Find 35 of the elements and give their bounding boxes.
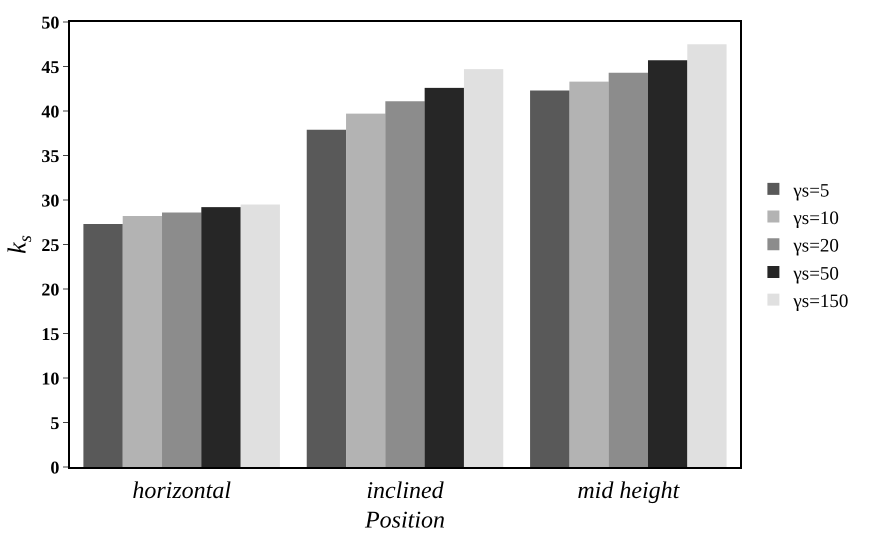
bar (201, 207, 241, 467)
y-tick-label: 15 (41, 324, 60, 344)
y-tick-label: 50 (41, 12, 60, 32)
legend-label: γs=150 (792, 291, 848, 312)
legend-label: γs=20 (792, 236, 839, 257)
bar (162, 212, 202, 467)
bar (83, 224, 123, 467)
bar (569, 82, 609, 467)
bar (687, 44, 727, 467)
bar (424, 88, 464, 467)
bar (530, 90, 570, 467)
y-tick-label: 35 (41, 146, 60, 166)
x-axis-title: Position (364, 508, 446, 534)
bar (464, 69, 504, 467)
y-tick-label: 25 (41, 234, 60, 255)
bar (608, 72, 648, 467)
bar (346, 114, 386, 467)
y-tick-label: 30 (41, 190, 60, 210)
legend-label: γs=10 (792, 208, 839, 229)
bar (240, 204, 280, 467)
bar (122, 216, 162, 467)
bar (648, 60, 688, 467)
legend-label: γs=50 (792, 263, 839, 284)
y-tick-label: 20 (41, 279, 60, 300)
bar (385, 101, 425, 467)
x-tick-label: horizontal (132, 478, 232, 504)
y-tick-label: 45 (41, 56, 60, 77)
y-tick-label: 5 (50, 412, 60, 433)
bar (306, 130, 346, 467)
y-tick-label: 40 (41, 101, 60, 122)
y-tick-label: 10 (41, 368, 60, 388)
x-tick-label: inclined (366, 478, 445, 504)
y-tick-label: 0 (50, 457, 60, 478)
x-tick-label: mid height (577, 478, 681, 504)
legend-label: γs=5 (792, 180, 830, 202)
